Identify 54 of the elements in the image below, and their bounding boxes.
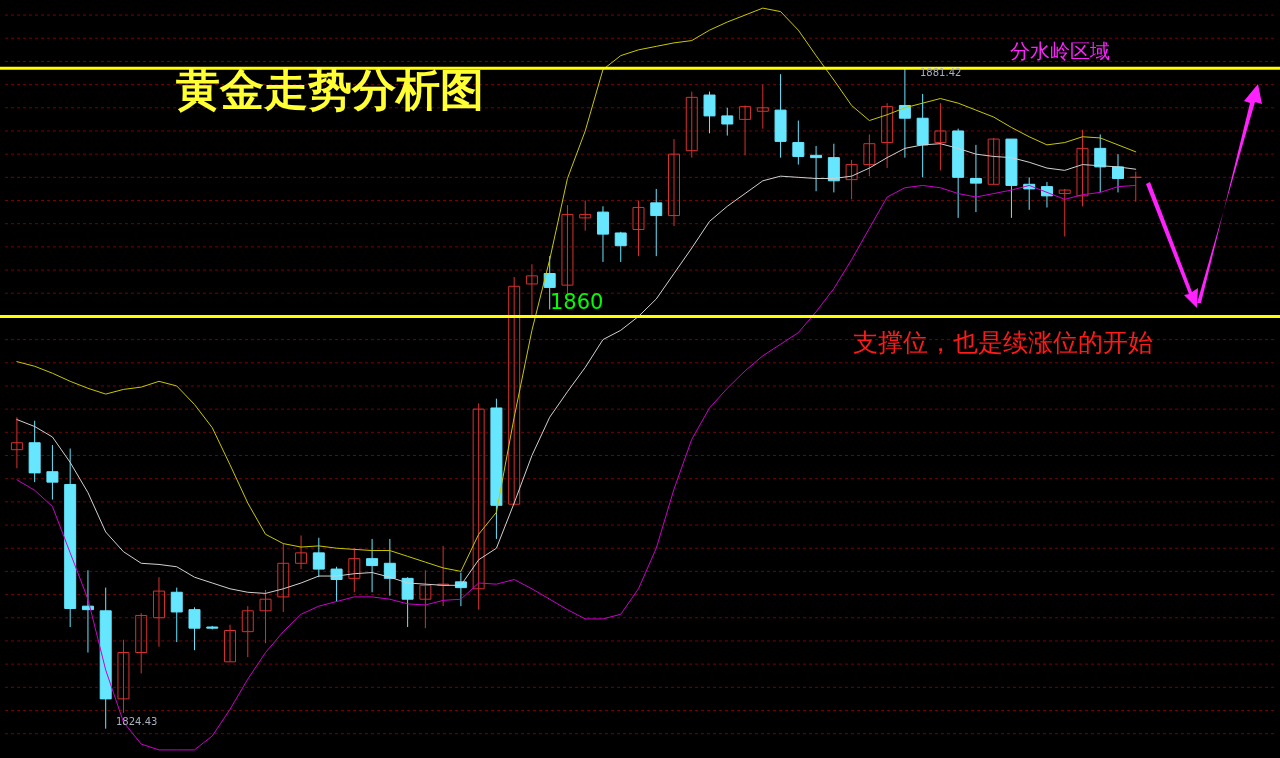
candlestick [685, 91, 698, 159]
candlestick [419, 569, 432, 629]
text: 黄金走势分析图 [176, 64, 484, 115]
candlestick [1058, 188, 1071, 237]
candlestick [1112, 153, 1124, 193]
candlestick [721, 107, 734, 137]
candlestick [10, 416, 23, 469]
candlestick [596, 205, 609, 263]
candlestick [898, 67, 911, 159]
candlestick [1094, 133, 1107, 193]
candlestick [987, 137, 1000, 185]
candlestick [881, 102, 894, 169]
candlestick [668, 138, 681, 227]
candlestick [117, 639, 130, 714]
candlestick [756, 84, 769, 130]
candlestick [1076, 129, 1089, 207]
candlestick [241, 605, 254, 658]
candlestick [224, 624, 237, 663]
candlestick [614, 231, 627, 263]
candlestick [152, 576, 165, 648]
candlestick [170, 587, 183, 643]
candlestick [188, 606, 201, 651]
candlestick [366, 538, 379, 593]
ref-line-label: 1860 [550, 290, 604, 315]
candlestick [472, 402, 485, 611]
candlestick [792, 120, 805, 166]
candlestick [561, 204, 574, 295]
candlestick [739, 104, 752, 156]
candlestick [277, 543, 290, 613]
candlestick [845, 159, 858, 200]
candlestick [295, 534, 308, 570]
ref-line-label: 分水岭区域 [1010, 39, 1110, 64]
candlestick [348, 547, 361, 593]
candlestick [383, 538, 396, 597]
candlestick [259, 589, 272, 644]
candlestick [437, 545, 450, 607]
candlestick [1129, 171, 1142, 203]
candlestick [703, 91, 716, 134]
candlestick [525, 263, 538, 316]
candlestick [863, 133, 876, 177]
candlestick [827, 143, 840, 193]
candlestick [135, 612, 148, 674]
candlestick [579, 200, 592, 232]
annotation: 1881.42 [920, 67, 962, 78]
candlestick [969, 144, 982, 213]
candlestick [632, 200, 645, 257]
annotation: 支撑位，也是续涨位的开始 [853, 328, 1153, 357]
candlestick [650, 188, 663, 257]
candlestick [810, 145, 823, 192]
candlestick [508, 276, 521, 505]
candlestick [401, 576, 414, 628]
candlestick [934, 102, 947, 171]
candlestick [312, 537, 325, 578]
candlestick [46, 444, 59, 501]
